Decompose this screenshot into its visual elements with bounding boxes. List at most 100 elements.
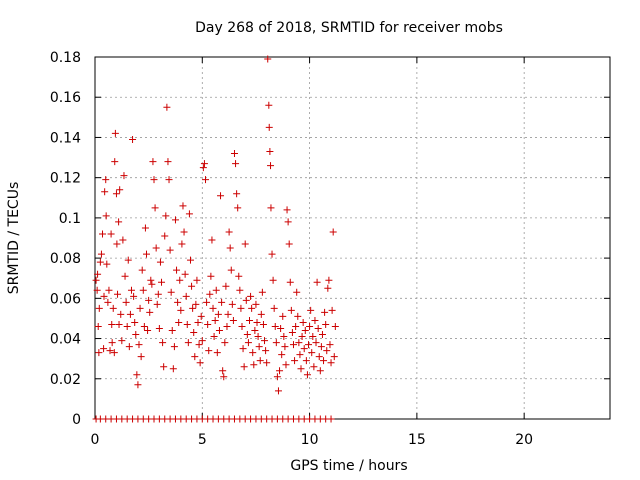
data-point: [115, 320, 123, 328]
data-point: [192, 300, 200, 308]
data-point: [302, 357, 310, 365]
data-point: [131, 318, 139, 326]
data-point: [105, 286, 113, 294]
data-point: [189, 304, 197, 312]
data-points: [92, 55, 339, 423]
data-point: [121, 272, 129, 280]
data-point: [94, 270, 102, 278]
data-point: [285, 240, 293, 248]
data-point: [159, 339, 167, 347]
data-point: [321, 308, 329, 316]
data-point: [100, 292, 108, 300]
data-point: [211, 316, 219, 324]
data-point: [186, 256, 194, 264]
data-point: [144, 327, 152, 335]
data-point: [141, 224, 149, 232]
data-point: [240, 363, 248, 371]
data-point: [166, 246, 174, 254]
data-point: [265, 123, 273, 131]
data-point: [276, 367, 284, 375]
data-point: [103, 260, 111, 268]
y-tick-label: 0.14: [50, 130, 81, 146]
data-point: [145, 296, 153, 304]
data-point: [292, 322, 300, 330]
data-point: [125, 343, 133, 351]
data-point: [274, 387, 282, 395]
data-point: [251, 327, 259, 335]
data-point: [331, 322, 339, 330]
data-point: [325, 276, 333, 284]
data-point: [226, 244, 234, 252]
data-point: [179, 202, 187, 210]
data-point: [210, 333, 218, 341]
data-point: [197, 312, 205, 320]
data-point: [123, 322, 131, 330]
data-point: [280, 333, 288, 341]
data-point: [306, 322, 314, 330]
x-axis-label: GPS time / hours: [290, 458, 407, 474]
data-point: [314, 325, 322, 332]
data-point: [229, 316, 237, 324]
data-point: [108, 339, 116, 347]
data-point: [265, 101, 273, 109]
data-point: [253, 318, 261, 326]
data-point: [255, 343, 263, 351]
data-point: [300, 345, 308, 353]
data-point: [126, 310, 134, 318]
data-point: [311, 316, 319, 324]
data-point: [184, 339, 192, 347]
data-point: [107, 230, 115, 238]
data-point: [327, 415, 335, 423]
data-point: [137, 353, 145, 361]
data-point: [97, 250, 105, 258]
data-point: [153, 300, 161, 308]
x-tick-label: 5: [198, 432, 207, 448]
data-point: [117, 310, 125, 318]
data-point: [272, 339, 280, 347]
data-point: [150, 176, 158, 184]
data-point: [133, 371, 141, 379]
data-point: [221, 339, 229, 347]
data-point: [317, 343, 325, 351]
data-point: [101, 188, 109, 196]
data-point: [152, 244, 160, 252]
data-point: [122, 298, 130, 306]
data-point: [114, 290, 122, 298]
data-point: [234, 204, 242, 212]
data-point: [104, 298, 112, 306]
y-axis-label: SRMTID / TECUs: [6, 182, 22, 295]
data-point: [299, 318, 307, 326]
data-point: [322, 320, 330, 328]
data-point: [163, 103, 171, 111]
data-point: [267, 162, 275, 170]
data-point: [282, 361, 290, 369]
data-point: [279, 312, 287, 320]
data-point: [140, 322, 148, 330]
data-point: [168, 327, 176, 335]
data-point: [233, 190, 241, 198]
data-point: [139, 286, 147, 294]
data-point: [228, 300, 236, 308]
x-tick-label: 0: [91, 432, 100, 448]
data-point: [247, 292, 255, 300]
data-point: [205, 347, 213, 355]
data-point: [263, 359, 271, 367]
data-point: [259, 320, 267, 328]
data-point: [149, 158, 157, 166]
data-point: [200, 160, 208, 168]
data-point: [147, 276, 155, 284]
data-point: [120, 172, 128, 180]
data-point: [134, 381, 142, 389]
data-point: [199, 164, 207, 172]
data-point: [111, 158, 119, 166]
data-point: [160, 363, 168, 371]
data-point: [238, 322, 246, 330]
data-point: [305, 341, 313, 349]
data-point: [328, 306, 336, 314]
data-point: [320, 357, 328, 365]
data-point: [170, 343, 178, 351]
data-point: [143, 250, 150, 258]
data-point: [118, 337, 126, 345]
data-point: [164, 158, 172, 166]
data-point: [148, 280, 156, 288]
